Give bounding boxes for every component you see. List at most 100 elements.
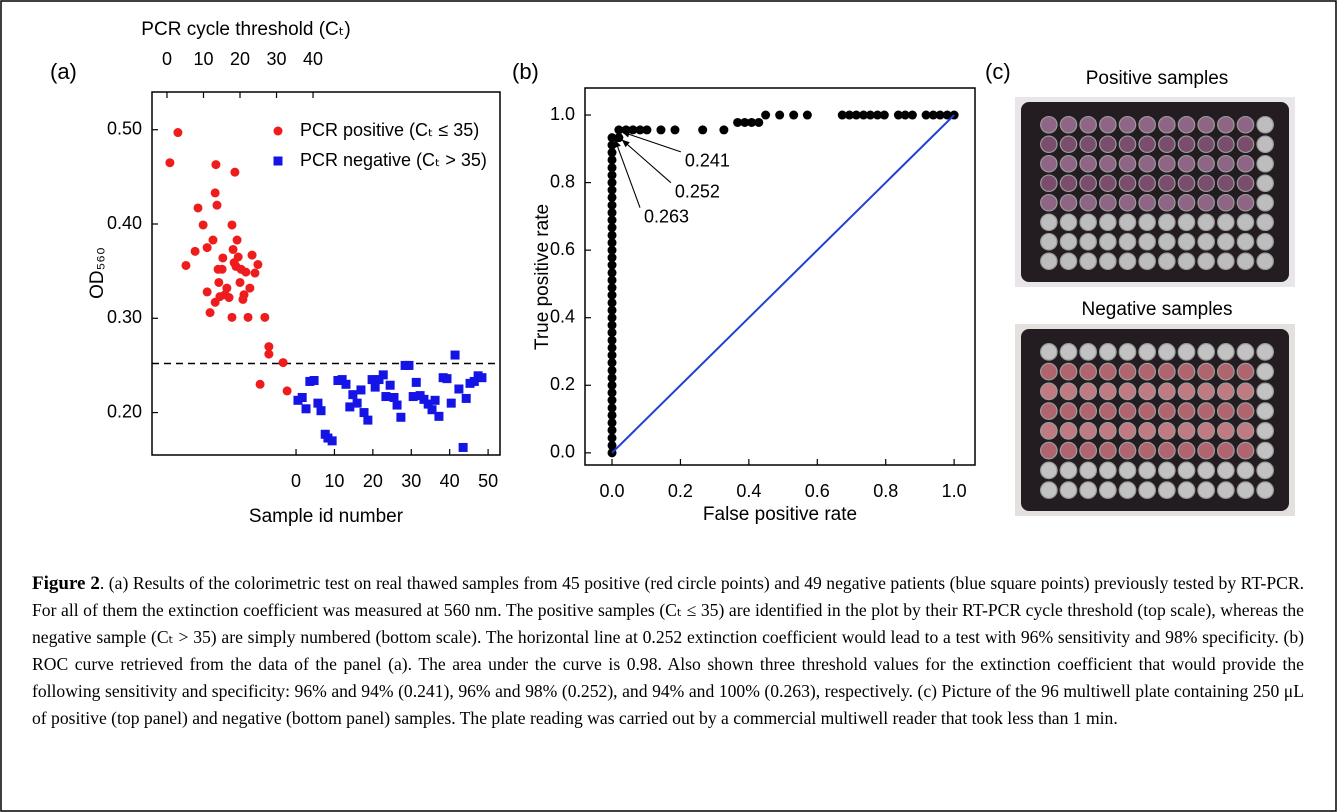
well	[1040, 174, 1058, 193]
data-point	[345, 402, 355, 412]
well	[1236, 362, 1255, 381]
data-point	[942, 110, 952, 120]
well	[1216, 461, 1235, 480]
caption-label: Figure 2	[32, 573, 100, 594]
data-point	[614, 125, 624, 135]
well	[1079, 154, 1097, 173]
well	[1197, 135, 1215, 154]
well	[1217, 213, 1235, 232]
data-point	[775, 110, 785, 120]
well	[1256, 362, 1275, 381]
data-point	[450, 350, 460, 360]
well	[1118, 461, 1137, 480]
data-point	[202, 287, 212, 297]
well	[1177, 232, 1196, 251]
well	[1197, 382, 1216, 401]
data-point	[190, 246, 200, 256]
data-point	[297, 392, 307, 402]
data-point	[935, 110, 945, 120]
data-point	[419, 394, 429, 404]
data-point	[458, 442, 468, 452]
x-tick-label: 10	[324, 471, 344, 491]
well	[1197, 461, 1216, 480]
data-point	[217, 264, 227, 274]
data-point	[337, 375, 347, 385]
well	[1158, 115, 1176, 134]
well	[1079, 135, 1097, 154]
well	[1158, 252, 1176, 271]
well	[1177, 154, 1196, 173]
well	[1079, 402, 1098, 420]
well	[1256, 343, 1275, 361]
data-point	[396, 412, 406, 422]
well	[1197, 441, 1216, 460]
well	[1217, 232, 1235, 251]
well	[1118, 193, 1137, 212]
data-point	[247, 250, 257, 260]
data-point	[241, 267, 251, 277]
data-point	[348, 390, 358, 400]
well	[1098, 441, 1117, 460]
well	[1098, 402, 1117, 420]
well	[1216, 422, 1235, 440]
data-point	[250, 268, 260, 278]
data-point	[607, 395, 617, 405]
data-point	[239, 290, 249, 300]
y-tick-label: 0.30	[107, 307, 142, 327]
data-point	[607, 253, 617, 263]
x-tick-label: 1.0	[942, 481, 967, 501]
data-point	[211, 160, 221, 170]
data-point	[327, 436, 337, 446]
data-point	[607, 290, 617, 300]
well	[1099, 193, 1117, 212]
well	[1118, 441, 1137, 460]
well	[1079, 193, 1097, 212]
legend-marker	[273, 156, 283, 166]
x-tick-label: 0.0	[600, 481, 625, 501]
y-axis-title: OD₅₆₀	[87, 247, 108, 299]
well	[1098, 362, 1117, 381]
well	[1118, 135, 1137, 154]
well	[1158, 174, 1176, 193]
data-point	[367, 375, 377, 385]
well	[1059, 232, 1078, 251]
well	[1118, 382, 1137, 401]
well	[1059, 343, 1078, 361]
data-point	[198, 220, 208, 230]
well	[1236, 232, 1255, 251]
data-point	[607, 313, 617, 323]
data-point	[740, 117, 750, 127]
well	[1079, 174, 1097, 193]
well	[1177, 174, 1196, 193]
well	[1118, 115, 1137, 134]
well	[1236, 422, 1255, 440]
well	[1138, 193, 1156, 212]
annotation-label: 0.263	[644, 206, 689, 226]
data-point	[607, 350, 617, 360]
well	[1118, 154, 1137, 173]
well	[1059, 135, 1078, 154]
well	[1079, 441, 1098, 460]
well	[1099, 232, 1117, 251]
well	[1177, 135, 1196, 154]
well	[1039, 382, 1058, 401]
data-point	[670, 125, 680, 135]
data-point	[181, 260, 191, 270]
well	[1157, 382, 1176, 401]
data-point	[607, 373, 617, 383]
data-point	[214, 277, 224, 287]
data-point	[607, 223, 617, 233]
well	[1157, 343, 1176, 361]
well	[1197, 232, 1215, 251]
well	[1040, 232, 1058, 251]
data-point	[607, 185, 617, 195]
x-tick-label: 0	[291, 471, 301, 491]
well	[1157, 402, 1176, 420]
well	[1157, 441, 1176, 460]
well	[1197, 193, 1215, 212]
data-point	[607, 335, 617, 345]
data-point	[607, 275, 617, 285]
well	[1236, 115, 1255, 134]
data-point	[446, 398, 456, 408]
